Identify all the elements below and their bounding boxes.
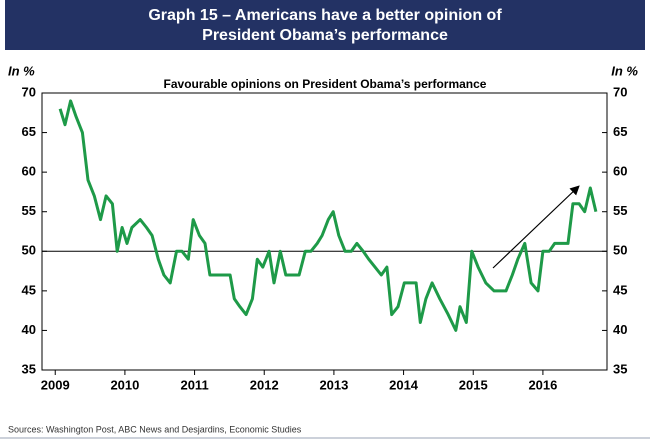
chart-title: Graph 15 – Americans have a better opini… (148, 7, 502, 24)
y2-tick-label: 70 (613, 84, 627, 99)
x-tick-label: 2014 (389, 377, 419, 392)
y-tick-label: 45 (22, 282, 36, 297)
plot-frame (41, 92, 608, 371)
trend-arrow (492, 185, 580, 269)
y2-tick-label: 60 (613, 164, 627, 179)
y2-axis-label: In % (611, 63, 638, 78)
y2-tick-label: 45 (613, 282, 627, 297)
x-tick-label: 2011 (180, 377, 208, 392)
x-tick-label: 2012 (250, 377, 279, 392)
y-tick-label: 50 (22, 243, 36, 258)
y2-tick-label: 35 (613, 361, 627, 376)
y2-tick-label: 55 (613, 203, 627, 218)
x-tick-label: 2015 (459, 377, 488, 392)
x-tick-label: 2010 (110, 377, 139, 392)
y-tick-label: 70 (22, 84, 36, 99)
y2-tick-label: 40 (613, 322, 627, 337)
y2-tick-label: 50 (613, 243, 627, 258)
y-tick-label: 40 (22, 322, 36, 337)
x-tick-label: 2013 (319, 377, 348, 392)
chart-title: President Obama’s performance (202, 27, 448, 44)
y-tick-label: 65 (22, 124, 36, 139)
y-tick-label: 35 (22, 361, 36, 376)
y2-tick-label: 65 (613, 124, 627, 139)
x-tick-label: 2009 (41, 377, 70, 392)
y-tick-label: 60 (22, 164, 36, 179)
y-tick-label: 55 (22, 203, 36, 218)
y-axis-label: In % (8, 63, 35, 78)
data-line (58, 99, 598, 332)
x-tick-label: 2016 (528, 377, 557, 392)
header-band (5, 0, 645, 50)
chart-subtitle: Favourable opinions on President Obama’s… (164, 77, 487, 91)
source-note: Sources: Washington Post, ABC News and D… (8, 424, 302, 434)
